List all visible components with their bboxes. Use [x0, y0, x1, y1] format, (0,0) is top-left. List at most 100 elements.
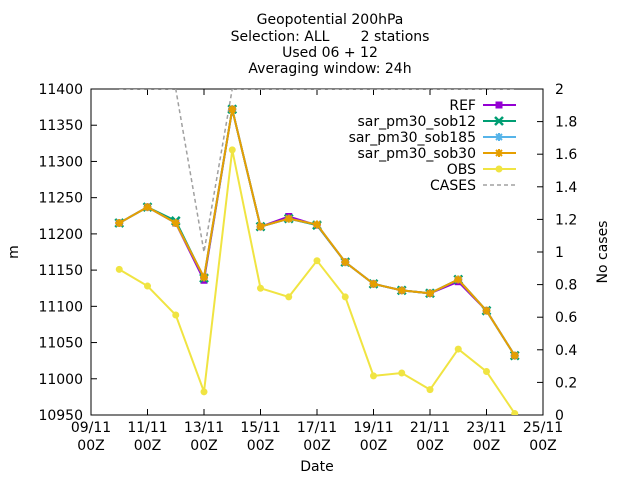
- y-tick-label: 11400: [38, 82, 83, 98]
- x-tick-label-date: 23/11: [466, 420, 506, 436]
- x-tick-label-date: 17/11: [297, 420, 337, 436]
- legend-label: OBS: [447, 162, 476, 178]
- data-point-obs: [257, 284, 264, 292]
- title-line-3: Used 06 + 12: [282, 45, 378, 61]
- x-tick-label-date: 25/11: [523, 420, 563, 436]
- data-point-obs: [398, 369, 406, 377]
- y2-tick-label: 1: [555, 245, 564, 261]
- data-point-sar-pm30-sob30: [256, 222, 265, 231]
- y2-tick-label: 1.4: [555, 180, 577, 196]
- y2-tick-label: 1.8: [555, 115, 577, 131]
- data-point-sar-pm30-sob30: [454, 275, 463, 284]
- legend-item-ref: REF: [449, 98, 516, 114]
- data-point-obs: [144, 282, 151, 290]
- legend-item-obs: OBS: [447, 162, 516, 178]
- y-tick-label: 11200: [38, 227, 83, 243]
- data-point-sar-pm30-sob30: [200, 273, 208, 282]
- y-tick-label: 11100: [38, 299, 83, 315]
- y-axis-left: 10950 11000 11050 11100 11150 11200 11250 11300…: [38, 82, 97, 424]
- title-line-2: Selection: ALL 2 stations: [231, 29, 430, 45]
- data-point-sar-pm30-sob30: [284, 214, 293, 223]
- title-line-4: Averaging window: 24h: [248, 61, 411, 77]
- data-point-sar-pm30-sob30: [171, 219, 180, 228]
- y-tick-label: 11050: [38, 336, 83, 352]
- y2-tick-label: 0.2: [555, 375, 577, 391]
- series-layer: [114, 89, 520, 415]
- legend-item-sar-pm30-sob12: sar_pm30_sob12: [357, 114, 516, 130]
- data-point-obs: [511, 410, 519, 415]
- data-point-obs: [483, 368, 490, 376]
- series-sar-pm30-sob30: [115, 105, 519, 360]
- series-obs: [115, 146, 519, 415]
- y-axis-label: m: [6, 245, 22, 259]
- y-tick-label: 11000: [38, 372, 83, 388]
- data-point-sar-pm30-sob30: [228, 105, 237, 114]
- y-axis-right: 0 0.2 0.4 0.6 0.8 1 1.2 1.4 1.6 1.8 2: [537, 82, 577, 424]
- y-tick-label: 11350: [38, 118, 83, 134]
- x-tick-label-hour: 00Z: [247, 438, 274, 454]
- title-line-1: Geopotential 200hPa: [257, 12, 404, 28]
- y-tick-label: 11300: [38, 154, 83, 170]
- x-tick-label-date: 21/11: [410, 420, 450, 436]
- x-tick-label-date: 09/11: [71, 420, 111, 436]
- y2-tick-label: 2: [555, 82, 564, 98]
- data-point-obs: [426, 386, 434, 394]
- legend-marker: [495, 165, 503, 173]
- legend-marker: [495, 133, 503, 141]
- y2-tick-label: 0: [555, 408, 564, 424]
- legend-marker: [495, 101, 503, 109]
- data-point-sar-pm30-sob30: [426, 289, 434, 298]
- x-tick-label-hour: 00Z: [134, 438, 161, 454]
- y2-tick-label: 0.6: [555, 310, 577, 326]
- legend-label: sar_pm30_sob12: [357, 114, 476, 130]
- legend: REFsar_pm30_sob12sar_pm30_sob185sar_pm30…: [349, 98, 516, 194]
- y2-tick-label: 0.8: [555, 278, 577, 294]
- legend-label: sar_pm30_sob30: [357, 146, 476, 162]
- data-point-obs: [454, 345, 462, 353]
- y-tick-label: 11150: [38, 263, 83, 279]
- data-point-sar-pm30-sob30: [510, 351, 519, 360]
- data-point-sar-pm30-sob30: [369, 279, 378, 288]
- data-point-sar-pm30-sob30: [397, 286, 406, 295]
- legend-item-cases: CASES: [430, 178, 516, 194]
- x-tick-label-hour: 00Z: [360, 438, 387, 454]
- x-tick-label-hour: 00Z: [529, 438, 556, 454]
- data-point-obs: [115, 265, 123, 273]
- legend-marker: [495, 149, 503, 157]
- data-point-obs: [313, 257, 321, 265]
- data-point-sar-pm30-sob30: [115, 219, 124, 228]
- x-tick-label-hour: 00Z: [416, 438, 443, 454]
- data-point-sar-pm30-sob30: [313, 220, 321, 229]
- data-point-sar-pm30-sob30: [143, 203, 152, 212]
- x-tick-label-date: 11/11: [127, 420, 167, 436]
- legend-item-sar-pm30-sob185: sar_pm30_sob185: [349, 130, 516, 146]
- data-point-obs: [228, 146, 236, 154]
- data-point-obs: [370, 372, 377, 380]
- x-axis-label: Date: [300, 459, 333, 475]
- legend-marker: [494, 116, 504, 126]
- y2-tick-label: 0.4: [555, 343, 577, 359]
- x-tick-label-hour: 00Z: [473, 438, 500, 454]
- y2-axis-label: No cases: [595, 221, 611, 284]
- legend-label: sar_pm30_sob185: [349, 130, 476, 146]
- y2-tick-label: 1.6: [555, 147, 577, 163]
- y-tick-label: 11250: [38, 191, 83, 207]
- legend-item-sar-pm30-sob30: sar_pm30_sob30: [357, 146, 516, 162]
- x-tick-label-hour: 00Z: [190, 438, 217, 454]
- x-tick-label-hour: 00Z: [77, 438, 104, 454]
- legend-label: CASES: [430, 178, 476, 194]
- data-point-sar-pm30-sob30: [341, 258, 350, 267]
- legend-label: REF: [449, 98, 476, 114]
- x-axis: 09/11 00Z 11/11 00Z 13/11 00Z 15/11 00Z 17/11 00Z…: [71, 89, 563, 454]
- chart-title: Geopotential 200hPa Selection: ALL 2 sta…: [231, 12, 430, 77]
- data-point-obs: [285, 293, 293, 301]
- x-tick-label-date: 15/11: [240, 420, 280, 436]
- data-point-obs: [341, 293, 349, 301]
- x-tick-label-date: 19/11: [353, 420, 393, 436]
- data-point-obs: [172, 311, 180, 319]
- y-tick-label: 10950: [38, 408, 83, 424]
- data-point-sar-pm30-sob30: [482, 306, 491, 315]
- x-tick-label-date: 13/11: [184, 420, 224, 436]
- y2-tick-label: 1.2: [555, 212, 577, 228]
